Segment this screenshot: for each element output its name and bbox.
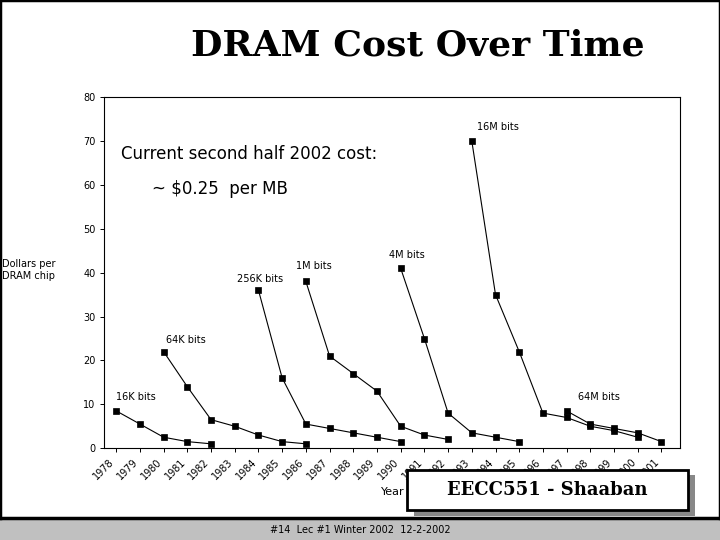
Text: 1M bits: 1M bits — [297, 260, 332, 271]
Text: 4M bits: 4M bits — [389, 249, 425, 260]
Text: 16K bits: 16K bits — [116, 392, 156, 402]
Text: 16M bits: 16M bits — [477, 122, 518, 132]
Text: #14  Lec #1 Winter 2002  12-2-2002: #14 Lec #1 Winter 2002 12-2-2002 — [270, 525, 450, 535]
X-axis label: Year: Year — [381, 487, 404, 497]
Text: ~ $0.25  per MB: ~ $0.25 per MB — [152, 180, 288, 198]
Text: Dollars per
DRAM chip: Dollars per DRAM chip — [2, 259, 55, 281]
Text: Current second half 2002 cost:: Current second half 2002 cost: — [121, 145, 377, 163]
Text: 256K bits: 256K bits — [237, 274, 283, 284]
Text: EECC551 - Shaaban: EECC551 - Shaaban — [447, 481, 647, 500]
Text: 64M bits: 64M bits — [578, 392, 621, 402]
Text: DRAM Cost Over Time: DRAM Cost Over Time — [191, 29, 644, 63]
Text: 64K bits: 64K bits — [166, 335, 206, 345]
